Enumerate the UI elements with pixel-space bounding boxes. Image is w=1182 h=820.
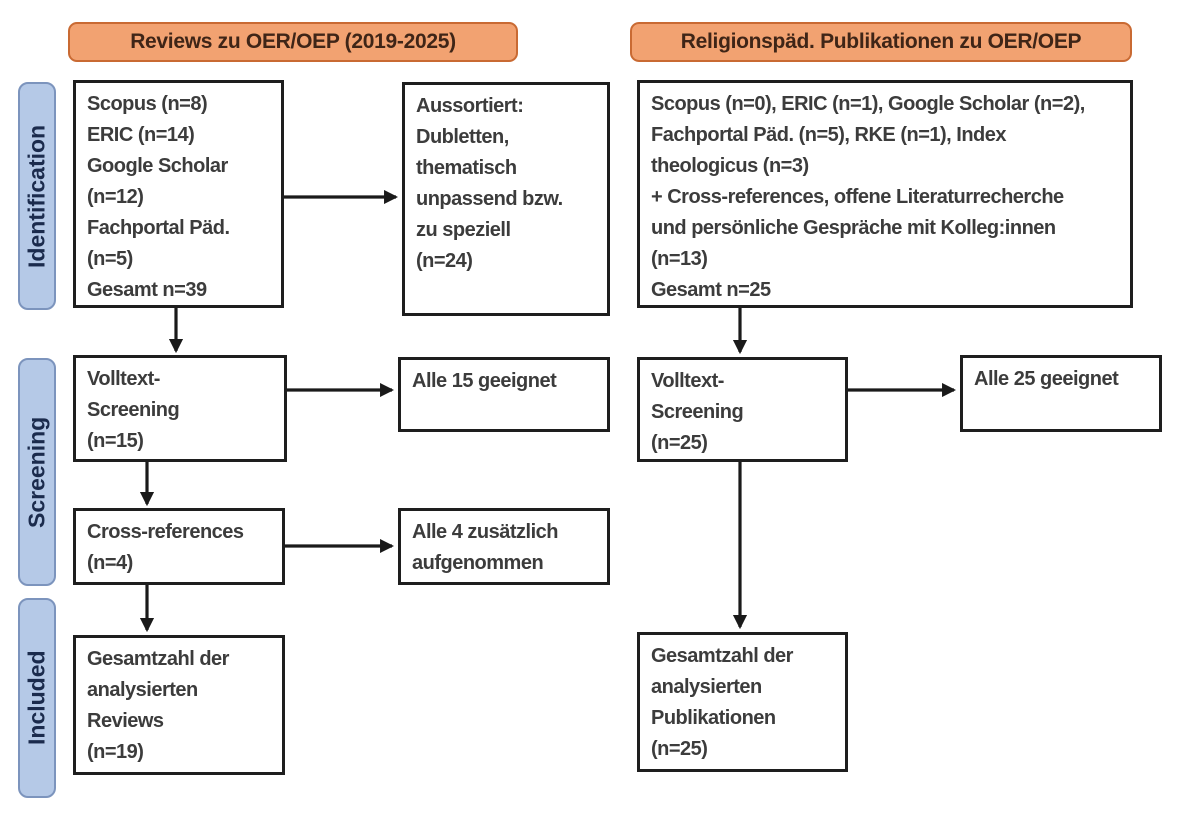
- box-sources-left: Scopus (n=8) ERIC (n=14) Google Scholar …: [73, 80, 284, 308]
- box-fulltext-screening-right: Volltext- Screening (n=25): [637, 357, 848, 462]
- box-fulltext-result-right: Alle 25 geeignet: [960, 355, 1162, 432]
- box-excluded-left: Aussortiert: Dubletten, thematisch unpas…: [402, 82, 610, 316]
- box-fulltext-screening-left: Volltext- Screening (n=15): [73, 355, 287, 462]
- box-fulltext-result-left: Alle 15 geeignet: [398, 357, 610, 432]
- stage-label-included: Included: [18, 598, 56, 798]
- stage-label-screening: Screening: [18, 358, 56, 586]
- stage-label-identification: Identification: [18, 82, 56, 310]
- box-total-right: Gesamtzahl der analysierten Publikatione…: [637, 632, 848, 772]
- column-header-religionspaed: Religionspäd. Publikationen zu OER/OEP: [630, 22, 1132, 62]
- box-crossref-left: Cross-references (n=4): [73, 508, 285, 585]
- column-header-reviews: Reviews zu OER/OEP (2019-2025): [68, 22, 518, 62]
- box-total-left: Gesamtzahl der analysierten Reviews (n=1…: [73, 635, 285, 775]
- box-crossref-result-left: Alle 4 zusätzlich aufgenommen: [398, 508, 610, 585]
- box-sources-right: Scopus (n=0), ERIC (n=1), Google Scholar…: [637, 80, 1133, 308]
